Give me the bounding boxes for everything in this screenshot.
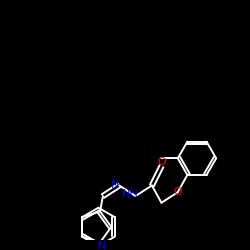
Text: N: N xyxy=(111,180,120,190)
Text: NH: NH xyxy=(122,189,138,199)
Text: O: O xyxy=(174,187,182,197)
Text: O: O xyxy=(157,158,166,168)
Text: N: N xyxy=(98,241,106,250)
